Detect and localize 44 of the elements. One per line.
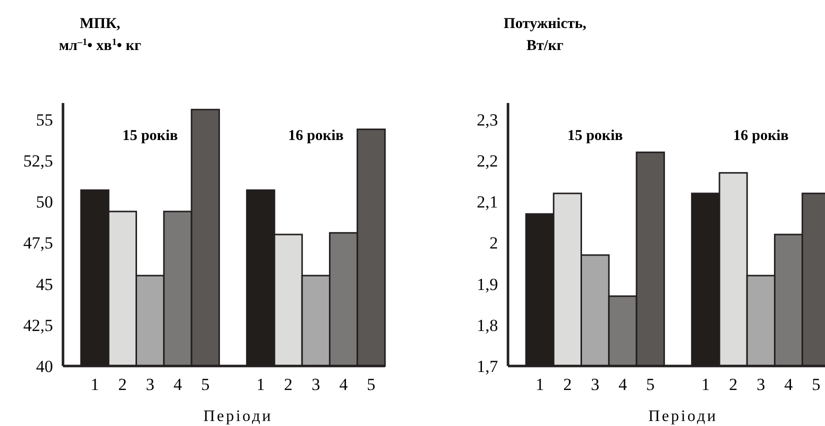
- annotation: 15 років: [567, 128, 623, 144]
- x-tick-label: 2: [118, 375, 127, 394]
- y-tick-label: 40: [36, 356, 53, 376]
- x-tick-label: 1: [701, 375, 710, 394]
- y-tick-label: 50: [36, 192, 53, 212]
- x-tick-label: 1: [536, 375, 544, 394]
- annotation: 16 років: [288, 128, 344, 144]
- x-tick-label: 4: [339, 375, 348, 394]
- x-tick-label: 3: [312, 375, 320, 394]
- chart-title: МПК,: [80, 16, 120, 32]
- x-tick-label: 3: [146, 375, 154, 394]
- y-tick-label: 47,5: [23, 234, 53, 253]
- x-tick-label: 2: [284, 375, 293, 394]
- x-tick-label: 4: [173, 375, 182, 394]
- x-tick-label: 2: [729, 375, 738, 394]
- y-tick-label: 42,5: [23, 316, 53, 335]
- x-tick-label: 5: [201, 375, 210, 394]
- x-tick-label: 3: [590, 375, 600, 394]
- x-axis-title: Періоди: [648, 408, 718, 425]
- x-tick-label: 5: [366, 375, 376, 394]
- chart-title: Потужність,: [504, 16, 587, 32]
- x-tick-label: 2: [563, 375, 572, 394]
- x-tick-label: 5: [812, 375, 820, 394]
- x-tick-label: 4: [618, 375, 628, 394]
- y-tick-label: 52,5: [23, 151, 53, 170]
- y-tick-label: 1,9: [476, 274, 498, 294]
- x-tick-label: 5: [646, 375, 655, 394]
- y-tick-label: 2,2: [476, 151, 498, 170]
- y-tick-label: 1,8: [476, 316, 498, 335]
- chart-subtitle: мл$^{–1}$• хв$^{1}$• кг: [58, 36, 142, 54]
- x-tick-label: 1: [256, 375, 265, 394]
- x-tick-label: 3: [756, 375, 766, 394]
- x-tick-label: 4: [784, 375, 794, 394]
- annotation: 16 років: [733, 128, 789, 144]
- annotation: 15 років: [122, 128, 178, 144]
- y-tick-label: 45: [36, 274, 53, 294]
- y-tick-label: 2,1: [476, 192, 498, 212]
- y-tick-label: 2,3: [476, 110, 498, 130]
- chart-subtitle: Вт/кг: [526, 38, 564, 54]
- x-axis-title: Періоди: [203, 408, 273, 425]
- y-tick-label: 55: [36, 110, 53, 130]
- y-tick-label: 2: [490, 234, 498, 253]
- x-tick-label: 1: [90, 375, 100, 394]
- y-tick-label: 1,7: [476, 356, 498, 376]
